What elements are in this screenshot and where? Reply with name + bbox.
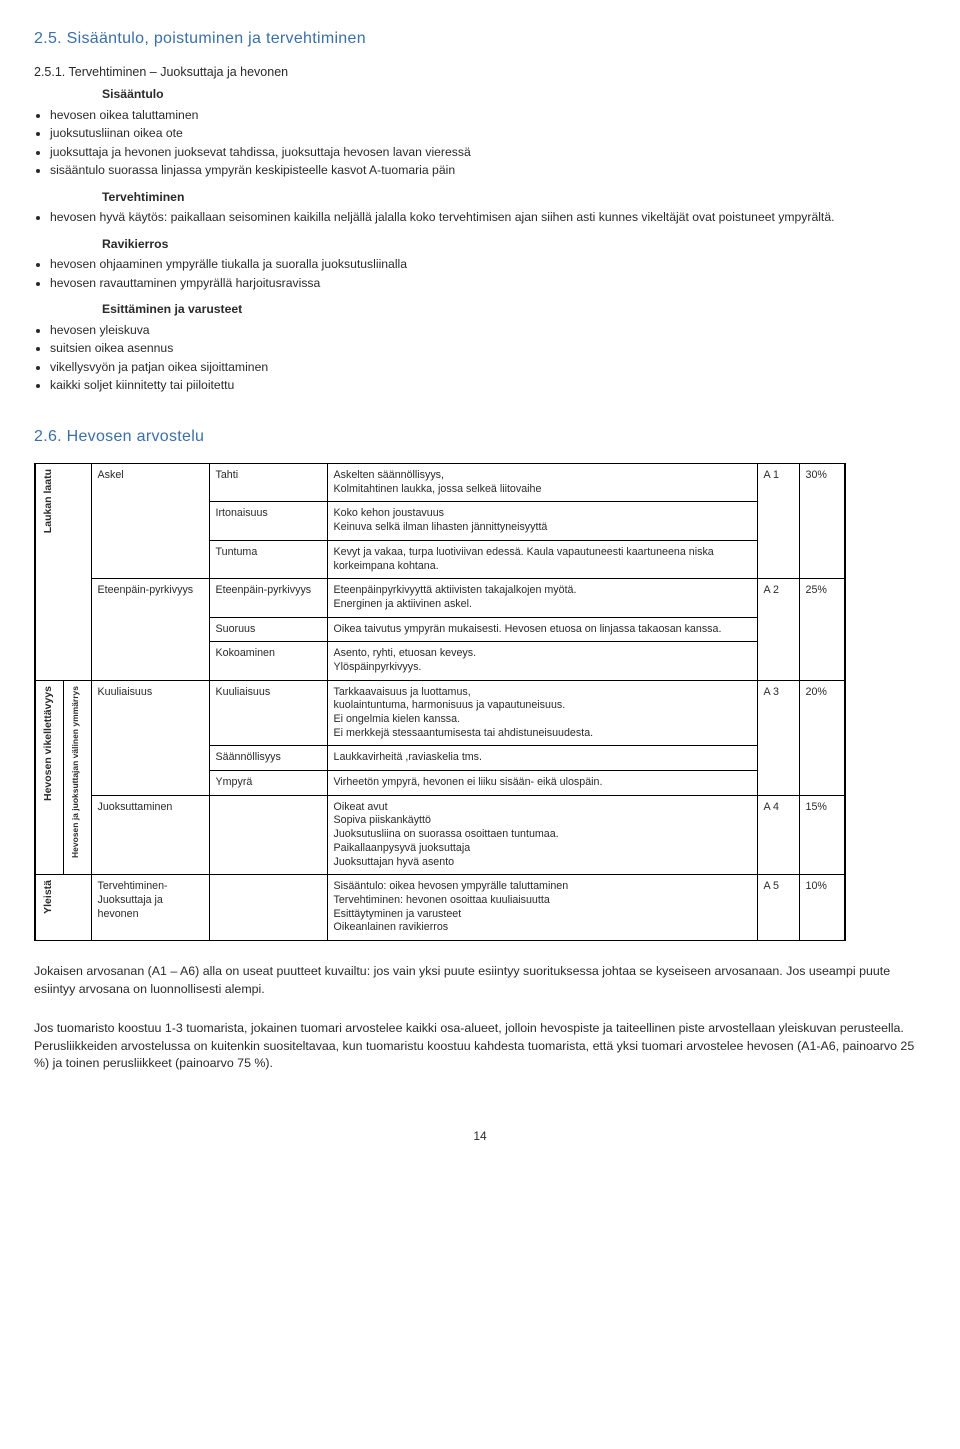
list-item: hevosen ravauttaminen ympyrällä harjoitu… [50, 275, 926, 291]
cell-terv-desc: Sisääntulo: oikea hevosen ympyrälle talu… [327, 875, 757, 941]
section-2-5: 2.5. Sisääntulo, poistuminen ja tervehti… [34, 28, 926, 394]
cell-15: 15% [799, 795, 845, 874]
list-esittaminen: hevosen yleiskuva suitsien oikea asennus… [34, 322, 926, 394]
cell-saann: Säännöllisyys [209, 746, 327, 771]
list-item: kaikki soljet kiinnitetty tai piiloitett… [50, 377, 926, 393]
vlabel-yleista: Yleistä [35, 875, 91, 941]
cell-juoksuttaminen: Juoksuttaminen [91, 795, 209, 874]
list-item: hevosen yleiskuva [50, 322, 926, 338]
cell-suoruus-desc: Oikea taivutus ympyrän mukaisesti. Hevos… [327, 617, 757, 642]
table-row: Eteenpäin-pyrkivyys Eteenpäin-pyrkivyys … [35, 579, 845, 617]
list-sisaantulo: hevosen oikea taluttaminen juoksutusliin… [34, 107, 926, 179]
page-number: 14 [34, 1128, 926, 1144]
cell-terv-row: Tervehtiminen- Juoksuttaja ja hevonen [91, 875, 209, 941]
cell-kuuliaisuus2: Kuuliaisuus [209, 680, 327, 746]
cell-tahti: Tahti [209, 464, 327, 502]
cell-juoksuttaminen-desc: Oikeat avutSopiva piiskankäyttöJuoksutus… [327, 795, 757, 874]
cell-a2: A 2 [757, 579, 799, 680]
list-item: hevosen ohjaaminen ympyrälle tiukalla ja… [50, 256, 926, 272]
cell-irtonaisuus: Irtonaisuus [209, 502, 327, 540]
cell-tahti-desc: Askelten säännöllisyys,Kolmitahtinen lau… [327, 464, 757, 502]
cell-20: 20% [799, 680, 845, 795]
cell-tuntuma-desc: Kevyt ja vakaa, turpa luotiviivan edessä… [327, 540, 757, 578]
cell-a1: A 1 [757, 464, 799, 579]
label-ravikierros: Ravikierros [102, 236, 926, 252]
cell-saann-desc: Laukkavirheitä ,raviaskelia tms. [327, 746, 757, 771]
label-tervehtiminen: Tervehtiminen [102, 189, 926, 205]
label-esittaminen: Esittäminen ja varusteet [102, 301, 926, 317]
block-sisaantulo: Sisääntulo [102, 86, 926, 102]
list-ravikierros: hevosen ohjaaminen ympyrälle tiukalla ja… [34, 256, 926, 291]
section-2-6: 2.6. Hevosen arvostelu Laukan laatu Aske… [34, 426, 926, 1145]
cell-etp-desc: Eteenpäinpyrkivyyttä aktiivisten takajal… [327, 579, 757, 617]
table-row: Laukan laatu Askel Tahti Askelten säännö… [35, 464, 845, 502]
list-item: hevosen oikea taluttaminen [50, 107, 926, 123]
cell-kokoaminen: Kokoaminen [209, 642, 327, 680]
vlabel-ymmarrys: Hevosen ja juoksuttajan välinen ymmärrys [63, 680, 91, 875]
scoring-table-wrap: Laukan laatu Askel Tahti Askelten säännö… [34, 463, 926, 941]
table-row: Hevosen vikellettävyys Hevosen ja juoksu… [35, 680, 845, 746]
heading-2-6: 2.6. Hevosen arvostelu [34, 426, 926, 448]
label-sisaantulo: Sisääntulo [102, 86, 926, 102]
vlabel-laukan-laatu: Laukan laatu [35, 464, 91, 681]
list-item: vikellysvyön ja patjan oikea sijoittamin… [50, 359, 926, 375]
table-row: Juoksuttaminen Oikeat avutSopiva piiskan… [35, 795, 845, 874]
vlabel-vikellettavyys: Hevosen vikellettävyys [35, 680, 63, 875]
cell-askel: Askel [91, 464, 209, 579]
cell-a4: A 4 [757, 795, 799, 874]
cell-kokoaminen-desc: Asento, ryhti, etuosan keveys.Ylöspäinpy… [327, 642, 757, 680]
list-item: hevosen hyvä käytös: paikallaan seisomin… [50, 209, 926, 225]
empty-cell [209, 875, 327, 941]
cell-eteenpain: Eteenpäin-pyrkivyys [91, 579, 209, 680]
cell-10: 10% [799, 875, 845, 941]
cell-kuuliaisuus2-desc: Tarkkaavaisuus ja luottamus,kuolaintuntu… [327, 680, 757, 746]
cell-ympyra: Ympyrä [209, 771, 327, 796]
cell-etp: Eteenpäin-pyrkivyys [209, 579, 327, 617]
cell-a5: A 5 [757, 875, 799, 941]
table-row: Yleistä Tervehtiminen- Juoksuttaja ja he… [35, 875, 845, 941]
cell-25: 25% [799, 579, 845, 680]
empty-cell [209, 795, 327, 874]
heading-2-5: 2.5. Sisääntulo, poistuminen ja tervehti… [34, 28, 926, 50]
list-item: juoksutusliinan oikea ote [50, 125, 926, 141]
list-item: juoksuttaja ja hevonen juoksevat tahdiss… [50, 144, 926, 160]
scoring-table: Laukan laatu Askel Tahti Askelten säännö… [34, 463, 846, 941]
cell-tuntuma: Tuntuma [209, 540, 327, 578]
cell-irtonaisuus-desc: Koko kehon joustavuusKeinuva selkä ilman… [327, 502, 757, 540]
cell-30: 30% [799, 464, 845, 579]
list-item: suitsien oikea asennus [50, 340, 926, 356]
footer-para-2: Jos tuomaristo koostuu 1-3 tuomarista, j… [34, 1020, 926, 1073]
cell-kuuliaisuus: Kuuliaisuus [91, 680, 209, 795]
footer-para-1: Jokaisen arvosanan (A1 – A6) alla on use… [34, 963, 926, 998]
list-item: sisääntulo suorassa linjassa ympyrän kes… [50, 162, 926, 178]
list-tervehtiminen: hevosen hyvä käytös: paikallaan seisomin… [34, 209, 926, 225]
cell-ympyra-desc: Virheetön ympyrä, hevonen ei liiku sisää… [327, 771, 757, 796]
cell-suoruus: Suoruus [209, 617, 327, 642]
subheading-2-5-1: 2.5.1. Tervehtiminen – Juoksuttaja ja he… [34, 64, 926, 81]
cell-a3: A 3 [757, 680, 799, 795]
